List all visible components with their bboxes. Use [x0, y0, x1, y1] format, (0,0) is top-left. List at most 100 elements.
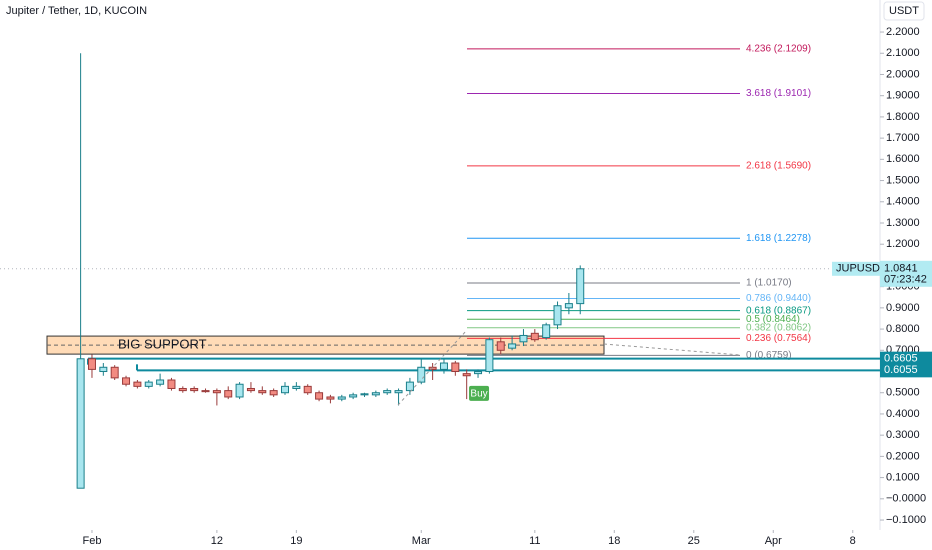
candle-body — [99, 366, 108, 373]
candle-body — [224, 390, 233, 398]
fib-label: 0.5 (0.8464) — [746, 314, 800, 325]
candle-body — [349, 394, 358, 398]
signal-label: Buy — [470, 389, 487, 400]
candle-body — [394, 390, 403, 394]
candle-body — [144, 381, 153, 387]
y-tick-label: 1.3000 — [886, 217, 920, 229]
candle-body — [178, 387, 187, 392]
y-tick-label: 0.4000 — [886, 408, 920, 420]
candle-body — [383, 390, 392, 394]
candle-body — [519, 334, 528, 343]
candle-body — [315, 392, 324, 400]
plot-area: BIG SUPPORT 4.236 (2.1209) 3.618 (1.9101) 2… — [0, 43, 880, 489]
price-tag-label: 0.6055 — [884, 364, 918, 376]
candle-body — [428, 366, 437, 370]
fib-label: 1 (1.0170) — [746, 278, 792, 289]
y-tick-label: 2.1000 — [886, 47, 920, 59]
candle-body — [87, 358, 96, 370]
fib-label: 0.382 (0.8062) — [746, 322, 811, 333]
candle-body — [122, 377, 131, 385]
candle-body — [167, 379, 176, 389]
candle-body — [360, 393, 369, 396]
candle-body — [76, 358, 85, 489]
y-tick-label: −0.1000 — [886, 514, 926, 526]
support-label: BIG SUPPORT — [118, 337, 207, 352]
candle-body — [246, 387, 255, 392]
candle-body — [417, 366, 426, 383]
x-tick-label: 12 — [211, 535, 223, 547]
x-tick-label: Feb — [82, 535, 101, 547]
y-tick-label: 1.9000 — [886, 90, 920, 102]
symbol-label: JUPUSDT — [836, 263, 887, 275]
y-tick-label: 2.0000 — [886, 68, 920, 80]
fib-label: 0.236 (0.7564) — [746, 333, 811, 344]
fib-label: 1.618 (1.2278) — [746, 233, 811, 244]
fib-label: 2.618 (1.5690) — [746, 161, 811, 172]
candle-body — [405, 381, 414, 392]
candle-body — [451, 362, 460, 373]
candle-body — [530, 332, 539, 341]
candle-body — [371, 392, 380, 396]
y-tick-label: 1.8000 — [886, 111, 920, 123]
candle-body — [337, 396, 346, 400]
candle-body — [110, 366, 119, 379]
y-tick-label: 1.2000 — [886, 238, 920, 250]
candle-body — [201, 390, 210, 393]
y-tick-label: −0.0000 — [886, 493, 926, 505]
y-tick-label: 1.5000 — [886, 174, 920, 186]
fib-label: 0.618 (0.8867) — [746, 305, 811, 316]
y-tick-label: 1.7000 — [886, 132, 920, 144]
chart-title: Jupiter / Tether, 1D, KUCOIN — [6, 5, 147, 17]
y-tick-label: 0.9000 — [886, 302, 920, 314]
candle-body — [508, 343, 517, 349]
y-tick-label: 1.6000 — [886, 153, 920, 165]
trend-line — [603, 343, 741, 356]
candle-body — [190, 387, 199, 392]
fib-label: 0.786 (0.9440) — [746, 293, 811, 304]
candle-body — [462, 373, 471, 377]
x-tick-label: 18 — [608, 535, 620, 547]
x-tick-label: 19 — [290, 535, 302, 547]
candle-body — [292, 385, 301, 389]
countdown: 07:23:42 — [884, 274, 927, 286]
currency[interactable]: USDT — [889, 5, 919, 17]
x-tick-label: 8 — [850, 535, 856, 547]
fib-label: 0 (0.6759) — [746, 350, 792, 361]
y-tick-label: 0.3000 — [886, 429, 920, 441]
candle-body — [485, 339, 494, 373]
candle-body — [156, 379, 165, 385]
x-tick-label: 25 — [688, 535, 700, 547]
fib-label: 3.618 (1.9101) — [746, 88, 811, 99]
price-tag-label: 0.6605 — [884, 353, 918, 365]
candle-body — [496, 341, 505, 351]
candle-body — [326, 396, 335, 400]
y-tick-label: 1.4000 — [886, 196, 920, 208]
candle-body — [281, 385, 290, 394]
price-tag — [880, 363, 932, 378]
candle-body — [564, 303, 573, 309]
y-tick-label: 0.8000 — [886, 323, 920, 335]
candle-body — [303, 385, 312, 394]
candle-body — [235, 383, 244, 398]
y-tick-label: 0.1000 — [886, 472, 920, 484]
x-tick-label: Mar — [412, 535, 431, 547]
candle-body — [439, 362, 448, 370]
candle-body — [474, 371, 483, 375]
symbol-tag — [832, 261, 880, 276]
y-tick-label: 0.5000 — [886, 387, 920, 399]
signal-box — [469, 385, 490, 401]
candle-body — [269, 390, 278, 396]
candle-body — [133, 381, 142, 387]
y-tick-label: 0.2000 — [886, 450, 920, 462]
candle-body — [258, 390, 267, 394]
candle-body — [576, 268, 585, 305]
fib-label: 4.236 (2.1209) — [746, 43, 811, 54]
y-tick-label: 2.2000 — [886, 26, 920, 38]
candle-body — [553, 305, 562, 326]
trend-line — [397, 329, 468, 406]
currency-box[interactable] — [883, 1, 925, 21]
candle-body — [212, 390, 221, 394]
last-price-tag — [880, 260, 932, 287]
